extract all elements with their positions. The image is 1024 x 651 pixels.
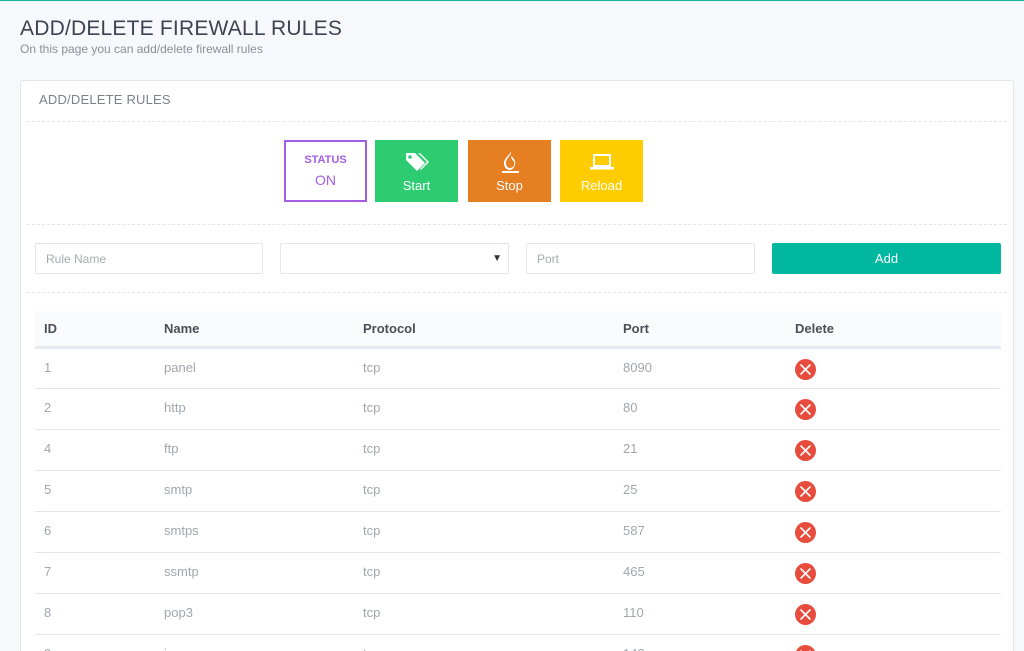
- rules-table: ID Name Protocol Port Delete 1 panel tcp 80…: [35, 311, 1001, 651]
- table-row: 8 pop3 tcp 110: [35, 593, 1001, 635]
- caret-down-icon: ▼: [492, 253, 502, 264]
- laptop-icon: [588, 150, 616, 174]
- cell-id: 9: [35, 634, 155, 651]
- rule-name-input[interactable]: [35, 243, 263, 274]
- protocol-select[interactable]: ▼: [280, 243, 509, 274]
- status-label: STATUS: [304, 154, 347, 166]
- delete-icon[interactable]: [795, 439, 816, 461]
- delete-icon[interactable]: [795, 603, 816, 625]
- status-indicator: STATUS ON: [284, 140, 367, 202]
- cell-name: smtps: [155, 511, 354, 553]
- table-row: 2 http tcp 80: [35, 388, 1001, 430]
- cell-id: 4: [35, 429, 155, 471]
- cell-delete: [786, 429, 1001, 471]
- column-header-delete: Delete: [786, 311, 1001, 349]
- table-header-row: ID Name Protocol Port Delete: [35, 311, 1001, 349]
- cell-name: pop3: [155, 593, 354, 635]
- cell-name: ssmtp: [155, 552, 354, 594]
- cell-delete: [786, 388, 1001, 430]
- table-row: 7 ssmtp tcp 465: [35, 552, 1001, 594]
- stop-label: Stop: [496, 177, 523, 193]
- cell-name: ftp: [155, 429, 354, 471]
- rules-table-body: 1 panel tcp 8090 2 http tcp 80 4 ftp tcp 21 5 smtp tcp…: [35, 347, 1001, 651]
- fire-icon: [496, 150, 524, 174]
- cell-port: 465: [614, 552, 786, 594]
- cell-delete: [786, 347, 1001, 389]
- table-row: 6 smtps tcp 587: [35, 511, 1001, 553]
- cell-delete: [786, 511, 1001, 553]
- port-input[interactable]: [526, 243, 755, 274]
- cell-delete: [786, 552, 1001, 594]
- cell-port: 25: [614, 470, 786, 512]
- cell-port: 110: [614, 593, 786, 635]
- cell-id: 8: [35, 593, 155, 635]
- cell-id: 1: [35, 347, 155, 389]
- panel-header: ADD/DELETE RULES: [39, 92, 171, 107]
- column-header-protocol: Protocol: [354, 311, 614, 349]
- cell-name: smtp: [155, 470, 354, 512]
- divider: [27, 121, 1007, 122]
- divider: [27, 292, 1007, 293]
- divider: [27, 224, 1007, 225]
- table-row: 1 panel tcp 8090: [35, 347, 1001, 389]
- table-row: 9imaptcp143: [35, 634, 1001, 651]
- cell-port: 587: [614, 511, 786, 553]
- stop-button[interactable]: Stop: [468, 140, 551, 202]
- cell-id: 7: [35, 552, 155, 594]
- add-button[interactable]: Add: [772, 243, 1001, 274]
- delete-icon[interactable]: [795, 521, 816, 543]
- cell-delete: [786, 593, 1001, 635]
- start-label: Start: [402, 177, 431, 193]
- cell-port: 8090: [614, 347, 786, 389]
- cell-port: 143: [614, 634, 786, 651]
- delete-icon[interactable]: [795, 358, 816, 380]
- column-header-name: Name: [155, 311, 354, 349]
- cell-protocol: tcp: [354, 388, 614, 430]
- cell-delete: [786, 470, 1001, 512]
- cell-name: http: [155, 388, 354, 430]
- cell-port: 21: [614, 429, 786, 471]
- cell-protocol: tcp: [354, 593, 614, 635]
- cell-protocol: tcp: [354, 511, 614, 553]
- delete-icon[interactable]: [795, 562, 816, 584]
- cell-protocol: tcp: [354, 347, 614, 389]
- cell-name: imap: [155, 634, 354, 651]
- delete-icon[interactable]: [795, 398, 816, 420]
- column-header-id: ID: [35, 311, 155, 349]
- rules-panel: ADD/DELETE RULES STATUS ON Start Stop: [20, 80, 1014, 651]
- cell-id: 6: [35, 511, 155, 553]
- page-subtitle: On this page you can add/delete firewall…: [20, 42, 263, 56]
- table-row: 4 ftp tcp 21: [35, 429, 1001, 471]
- reload-label: Reload: [580, 177, 623, 193]
- reload-button[interactable]: Reload: [560, 140, 643, 202]
- cell-protocol: tcp: [354, 552, 614, 594]
- tags-icon: [403, 150, 431, 174]
- cell-delete: [786, 634, 1001, 651]
- page-title: ADD/DELETE FIREWALL RULES: [20, 17, 343, 40]
- cell-port: 80: [614, 388, 786, 430]
- cell-protocol: tcp: [354, 634, 614, 651]
- cell-protocol: tcp: [354, 470, 614, 512]
- cell-protocol: tcp: [354, 429, 614, 471]
- cell-id: 5: [35, 470, 155, 512]
- table-row: 5 smtp tcp 25: [35, 470, 1001, 512]
- delete-icon[interactable]: [795, 480, 816, 502]
- cell-name: panel: [155, 347, 354, 389]
- cell-id: 2: [35, 388, 155, 430]
- delete-icon[interactable]: [795, 644, 816, 651]
- column-header-port: Port: [614, 311, 786, 349]
- status-value: ON: [315, 172, 336, 188]
- start-button[interactable]: Start: [375, 140, 458, 202]
